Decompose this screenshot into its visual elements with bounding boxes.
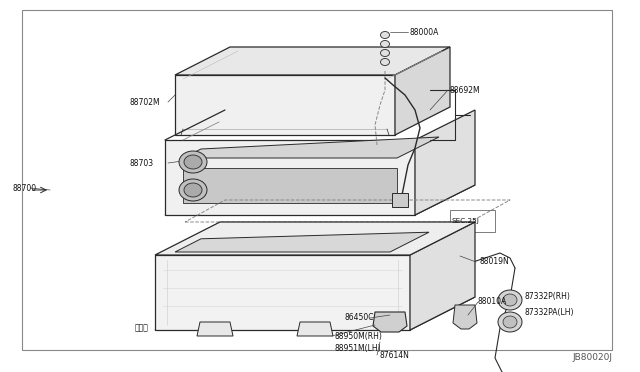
Text: 86450C: 86450C — [345, 314, 374, 323]
Polygon shape — [415, 110, 475, 215]
Ellipse shape — [498, 312, 522, 332]
Polygon shape — [197, 322, 233, 336]
Text: 88700: 88700 — [12, 183, 36, 192]
Polygon shape — [453, 305, 477, 329]
Text: 88000A: 88000A — [410, 28, 440, 36]
Text: 87614N: 87614N — [380, 350, 410, 359]
Ellipse shape — [381, 58, 390, 65]
Polygon shape — [165, 185, 475, 215]
Polygon shape — [155, 297, 475, 330]
Text: 88951M(LH): 88951M(LH) — [335, 343, 381, 353]
Polygon shape — [183, 168, 397, 203]
Text: 88950M(RH): 88950M(RH) — [335, 331, 383, 340]
Text: 87332P(RH): 87332P(RH) — [525, 292, 571, 301]
Polygon shape — [448, 240, 462, 256]
Ellipse shape — [381, 41, 390, 48]
Polygon shape — [297, 322, 333, 336]
Ellipse shape — [503, 316, 517, 328]
Text: JB80020J: JB80020J — [572, 353, 612, 362]
Polygon shape — [155, 222, 475, 255]
Ellipse shape — [184, 183, 202, 197]
Ellipse shape — [179, 179, 207, 201]
Polygon shape — [155, 255, 410, 330]
Ellipse shape — [503, 294, 517, 306]
Polygon shape — [373, 312, 407, 332]
Polygon shape — [175, 47, 450, 75]
Polygon shape — [183, 137, 439, 158]
Text: 88010A: 88010A — [478, 298, 508, 307]
Text: SEC.25J: SEC.25J — [452, 218, 480, 224]
Polygon shape — [175, 232, 429, 252]
Ellipse shape — [179, 151, 207, 173]
Ellipse shape — [381, 32, 390, 38]
Text: 88692M: 88692M — [450, 86, 481, 94]
Text: 88019N: 88019N — [480, 257, 509, 266]
Ellipse shape — [184, 155, 202, 169]
Polygon shape — [165, 140, 415, 215]
Polygon shape — [410, 222, 475, 330]
Polygon shape — [392, 193, 408, 207]
Ellipse shape — [381, 49, 390, 57]
Text: 88703: 88703 — [130, 158, 154, 167]
Text: 87332PA(LH): 87332PA(LH) — [525, 308, 575, 317]
Polygon shape — [395, 47, 450, 135]
Polygon shape — [175, 75, 395, 135]
Text: 非盖壳: 非盖壳 — [135, 324, 149, 333]
Text: 88702M: 88702M — [130, 97, 161, 106]
Ellipse shape — [498, 290, 522, 310]
